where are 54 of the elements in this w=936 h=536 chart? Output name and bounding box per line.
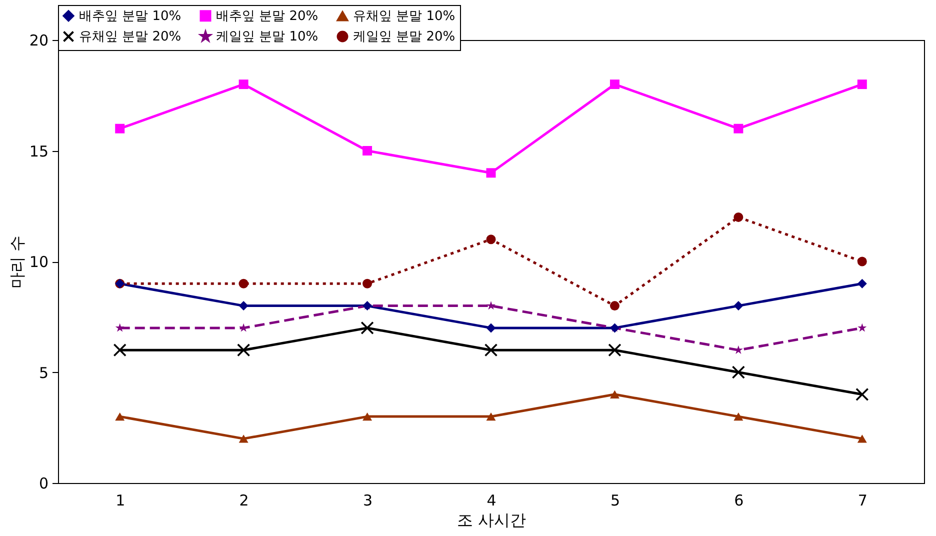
- y-tick-label: 5: [38, 364, 48, 382]
- legend-label: 케일잎 분말 20%: [353, 30, 456, 44]
- point: [238, 278, 248, 288]
- y-axis-title: 마리 수: [7, 235, 26, 289]
- point: [734, 412, 744, 421]
- legend-label: 배추잎 분말 10%: [79, 8, 182, 24]
- legend-label: 케일잎 분말 10%: [216, 30, 318, 44]
- point: [238, 434, 248, 443]
- point: [362, 278, 372, 288]
- point: [610, 301, 620, 311]
- x-tick-label: 1: [116, 492, 126, 510]
- point: [734, 124, 744, 134]
- legend-label: 배추잎 분말 20%: [216, 8, 318, 24]
- point: [610, 80, 620, 90]
- x-tick-label: 6: [734, 492, 744, 510]
- point: [115, 412, 125, 421]
- point: [486, 234, 496, 244]
- point: [734, 301, 744, 311]
- point: [236, 344, 250, 357]
- y-tick-label: 15: [29, 142, 48, 160]
- x-tick-label: 3: [363, 492, 373, 510]
- point: [608, 344, 622, 357]
- point: [115, 124, 125, 134]
- point: [238, 80, 248, 90]
- point: [857, 278, 867, 288]
- x-axis-title: 조 사시간: [456, 510, 526, 530]
- point: [486, 301, 496, 310]
- point: [362, 146, 372, 156]
- point: [115, 323, 124, 332]
- y-tick-label: 20: [29, 32, 48, 50]
- point: [486, 168, 496, 178]
- point: [856, 388, 869, 401]
- legend-label: 유채잎 분말 20%: [79, 30, 182, 44]
- y-tick-label: 10: [29, 253, 48, 271]
- point: [610, 390, 620, 399]
- x-tick-label: 2: [239, 492, 249, 510]
- y-tick-label: 0: [38, 474, 48, 492]
- point: [734, 212, 744, 222]
- legend-label: 유채잎 분말 10%: [353, 9, 456, 24]
- point: [360, 321, 374, 335]
- point: [857, 256, 867, 266]
- point: [858, 323, 867, 332]
- x-tick-label: 4: [486, 492, 496, 510]
- point: [238, 301, 248, 311]
- x-tick-label: 5: [610, 492, 620, 510]
- point: [362, 412, 372, 421]
- point: [486, 412, 496, 421]
- point: [732, 366, 746, 379]
- point: [486, 323, 496, 333]
- point: [857, 434, 867, 443]
- point: [857, 80, 867, 90]
- point: [484, 344, 498, 357]
- point: [113, 344, 126, 357]
- x-tick-label: 7: [858, 492, 868, 510]
